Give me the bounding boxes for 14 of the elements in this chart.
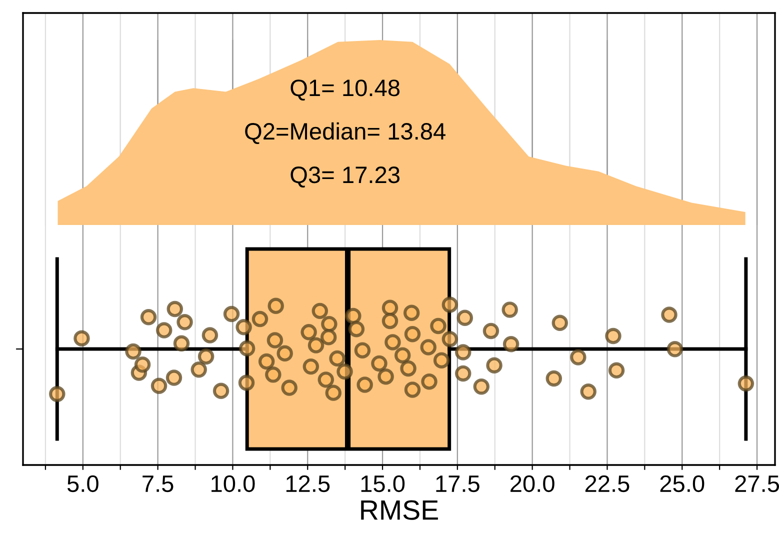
x-axis-title: RMSE [361,500,438,520]
annotation: Q1= 10.48 [290,80,400,101]
x-tick-label: 27.5 [735,475,779,492]
annotation: Q2=Median= 13.84 [245,122,446,144]
x-tick-label: 20.0 [510,475,554,492]
x-tick-label: 5.0 [67,475,98,492]
x-tick-label: 22.5 [585,475,630,492]
x-tick-label: 12.5 [286,475,330,492]
x-tick-label: 17.5 [436,476,480,492]
x-tick-label: 15.0 [361,475,405,492]
x-tick-label: 25.0 [660,475,704,492]
x-tick-label: 10.0 [212,475,255,492]
annotation: Q3= 17.23 [290,166,400,188]
x-tick-label: 7.5 [142,476,174,492]
